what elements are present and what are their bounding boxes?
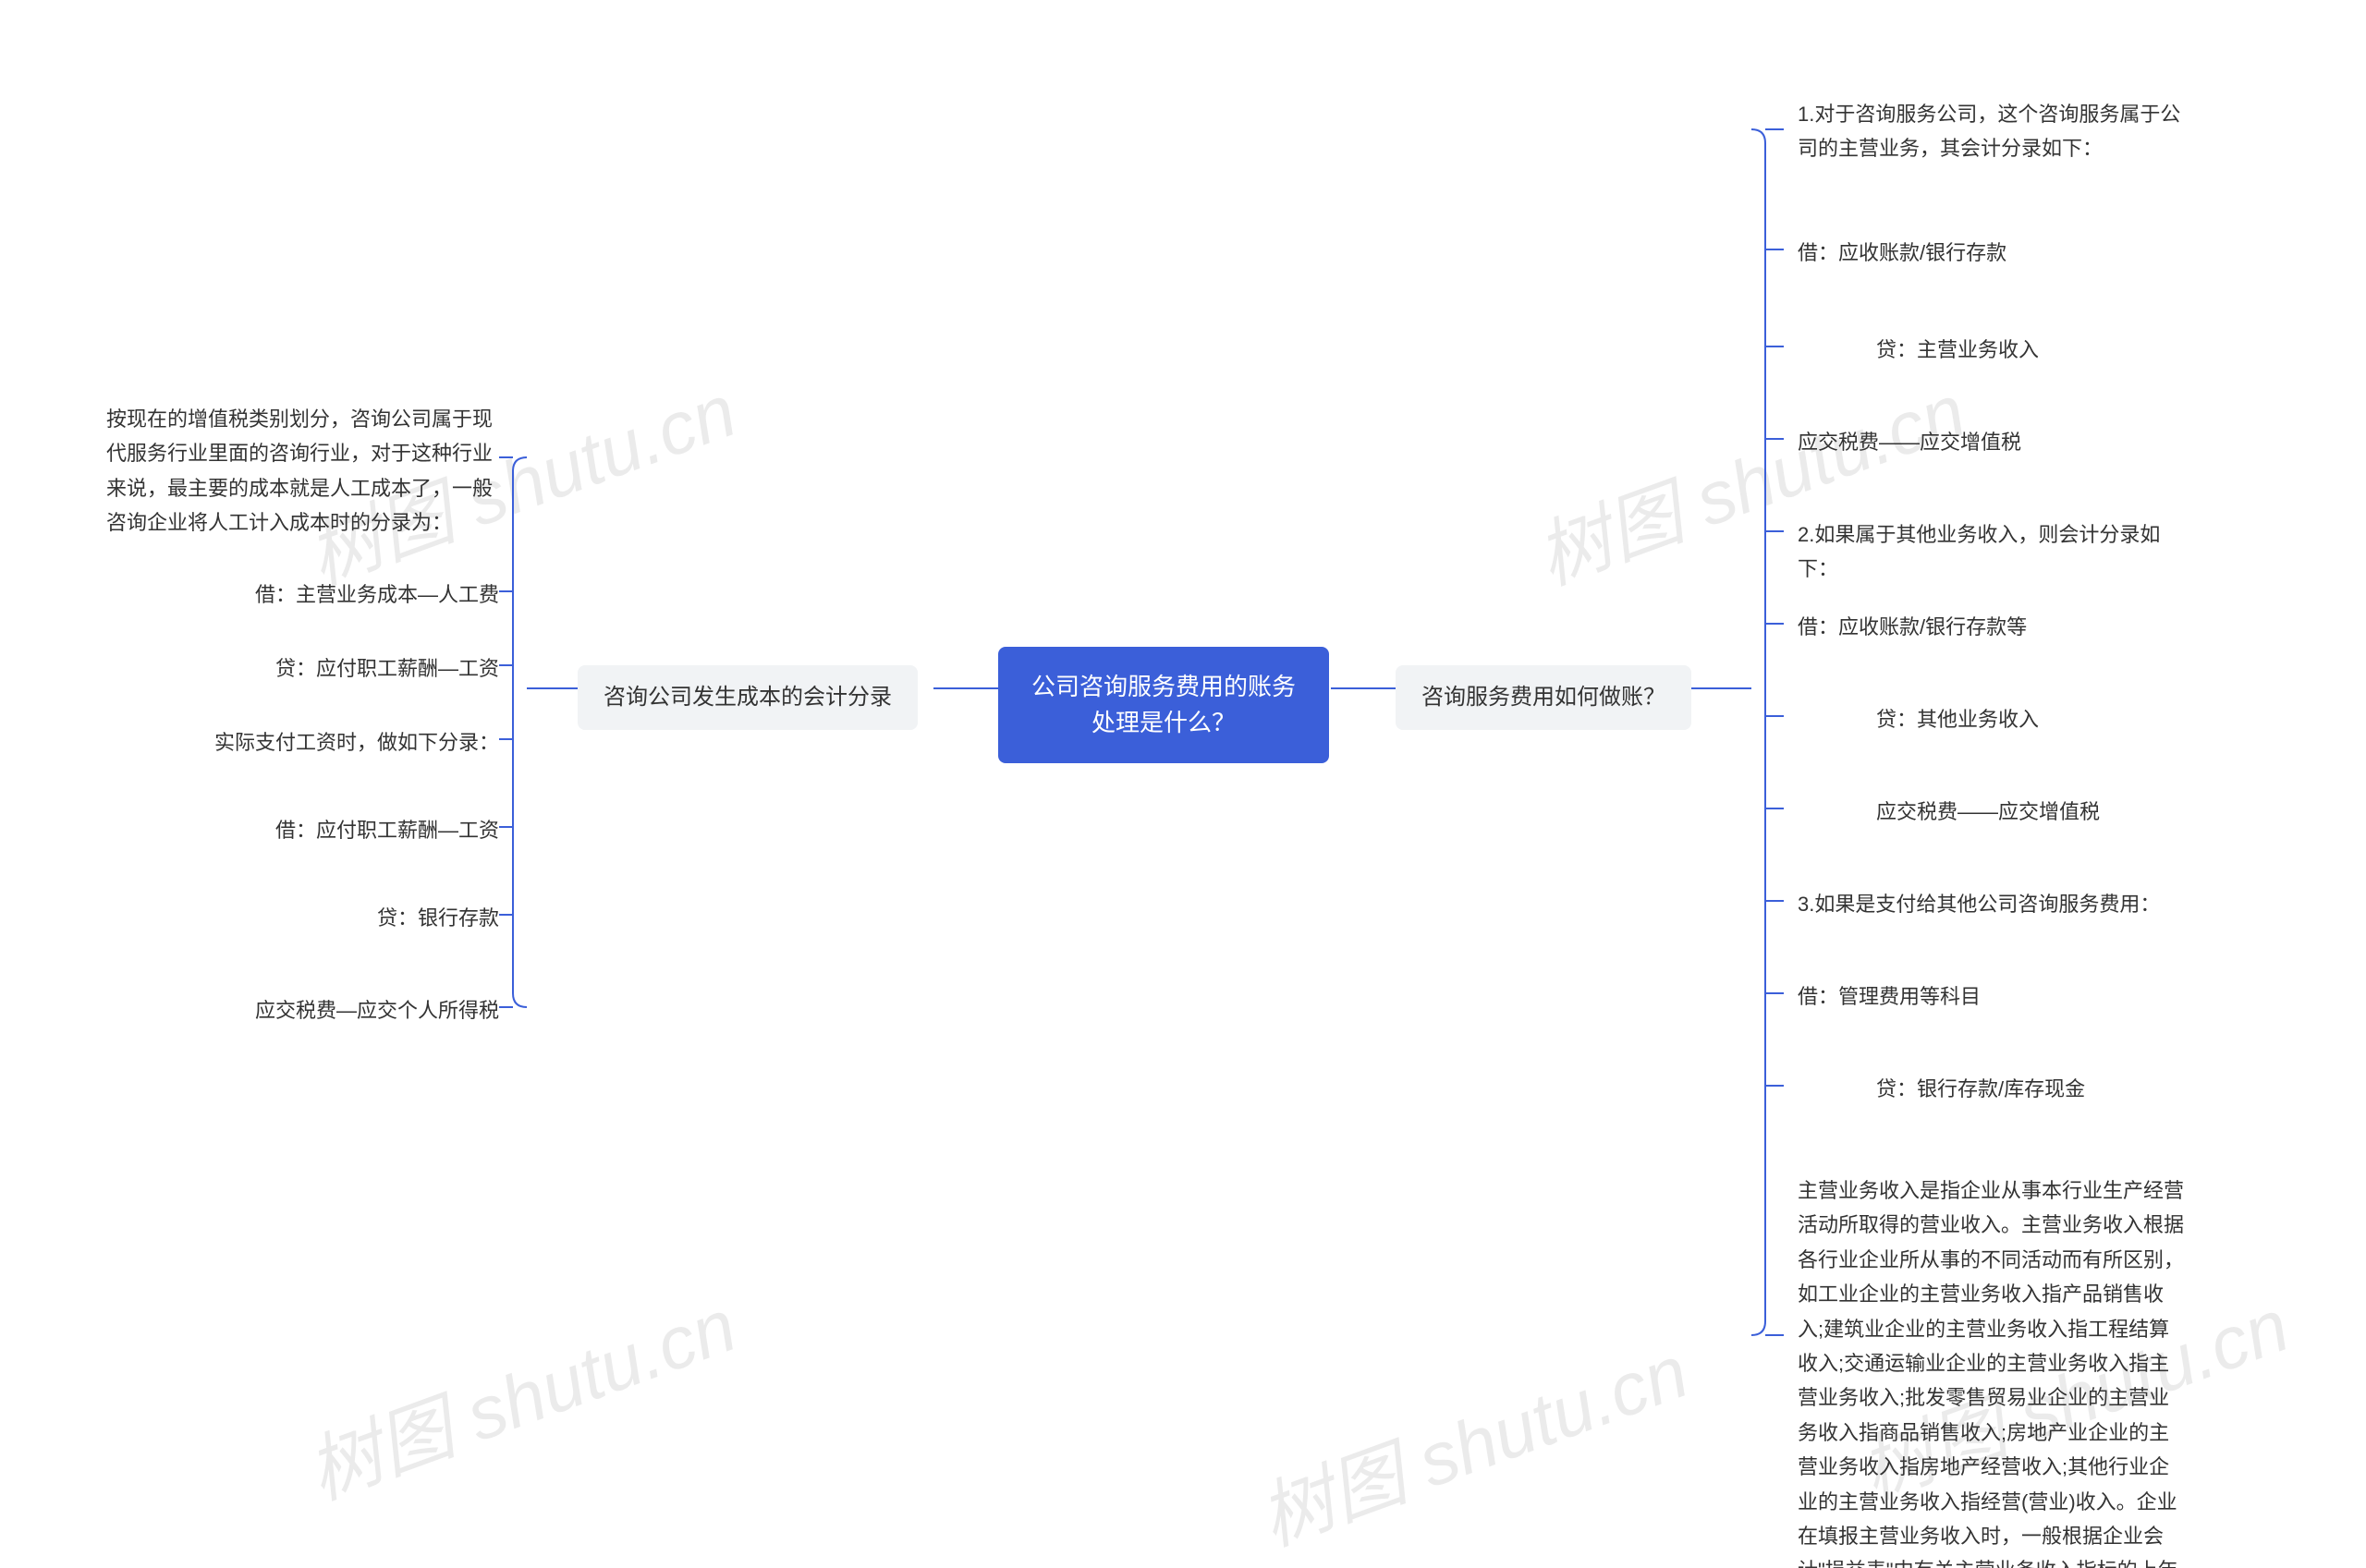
right-branch-node[interactable]: 咨询服务费用如何做账？ bbox=[1396, 665, 1691, 730]
left-leaf: 贷：银行存款 bbox=[377, 901, 499, 935]
left-leaf: 借：主营业务成本—人工费 bbox=[255, 577, 499, 612]
right-branch-label: 咨询服务费用如何做账？ bbox=[1421, 685, 1665, 710]
right-leaf: 借：管理费用等科目 bbox=[1798, 979, 1981, 1014]
left-leaf: 应交税费—应交个人所得税 bbox=[255, 993, 499, 1027]
right-leaf: 应交税费——应交增值税 bbox=[1876, 795, 2100, 829]
center-line1: 公司咨询服务费用的账务 bbox=[1031, 673, 1296, 700]
right-leaf: 3.如果是支付给其他公司咨询服务费用： bbox=[1798, 887, 2186, 921]
right-leaf: 1.对于咨询服务公司，这个咨询服务属于公司的主营业务，其会计分录如下： bbox=[1798, 97, 2186, 166]
left-leaf: 按现在的增值税类别划分，咨询公司属于现代服务行业里面的咨询行业，对于这种行业来说… bbox=[106, 402, 494, 541]
right-leaf: 贷：主营业务收入 bbox=[1876, 333, 2039, 367]
left-leaf: 借：应付职工薪酬—工资 bbox=[275, 813, 499, 847]
right-leaf: 借：应收账款/银行存款 bbox=[1798, 236, 2006, 270]
watermark: 树图 shutu.cn bbox=[291, 1267, 749, 1521]
watermark: 树图 shutu.cn bbox=[1243, 1313, 1701, 1567]
right-leaf: 贷：其他业务收入 bbox=[1876, 702, 2039, 736]
left-branch-label: 咨询公司发生成本的会计分录 bbox=[604, 685, 892, 710]
right-leaf: 应交税费——应交增值税 bbox=[1798, 425, 2021, 459]
right-leaf: 借：应收账款/银行存款等 bbox=[1798, 610, 2027, 644]
center-node[interactable]: 公司咨询服务费用的账务 处理是什么？ bbox=[998, 647, 1329, 763]
center-line2: 处理是什么？ bbox=[1092, 709, 1236, 736]
right-leaf: 2.如果属于其他业务收入，则会计分录如下： bbox=[1798, 517, 2186, 587]
left-branch-node[interactable]: 咨询公司发生成本的会计分录 bbox=[578, 665, 918, 730]
right-leaf: 主营业务收入是指企业从事本行业生产经营活动所取得的营业收入。主营业务收入根据各行… bbox=[1798, 1173, 2186, 1568]
mindmap-canvas: 树图 shutu.cn 树图 shutu.cn 树图 shutu.cn 树图 s… bbox=[0, 0, 2366, 1568]
left-leaf: 实际支付工资时，做如下分录： bbox=[214, 725, 499, 760]
right-leaf: 贷：银行存款/库存现金 bbox=[1876, 1072, 2085, 1106]
left-leaf: 贷：应付职工薪酬—工资 bbox=[275, 651, 499, 686]
